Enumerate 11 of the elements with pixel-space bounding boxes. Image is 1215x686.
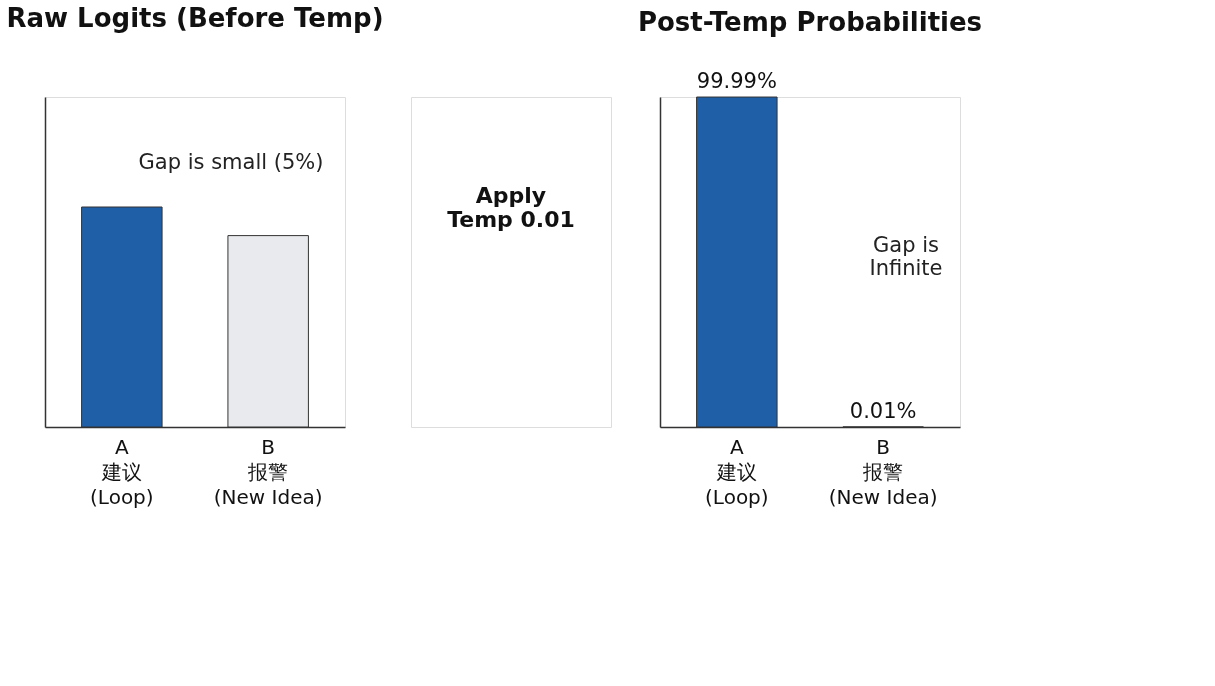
x-tick-label: B 报警 (New Idea)	[213, 434, 323, 509]
annotation: Gap is Infinite	[869, 232, 943, 280]
chart-title: Post-Temp Probabilities	[637, 7, 983, 38]
text: Gap is small (5%)	[138, 150, 324, 174]
chart-title: Raw Logits (Before Temp)	[6, 3, 384, 33]
text: Apply Temp 0.01	[447, 183, 575, 232]
data-label: 0.01%	[849, 398, 917, 423]
x-tick-label: A 建议 (Loop)	[705, 434, 769, 509]
x-tick-label: B 报警 (New Idea)	[828, 434, 938, 509]
x-tick-label: A 建议 (Loop)	[90, 434, 154, 509]
data-label: 99.99%	[696, 69, 777, 94]
